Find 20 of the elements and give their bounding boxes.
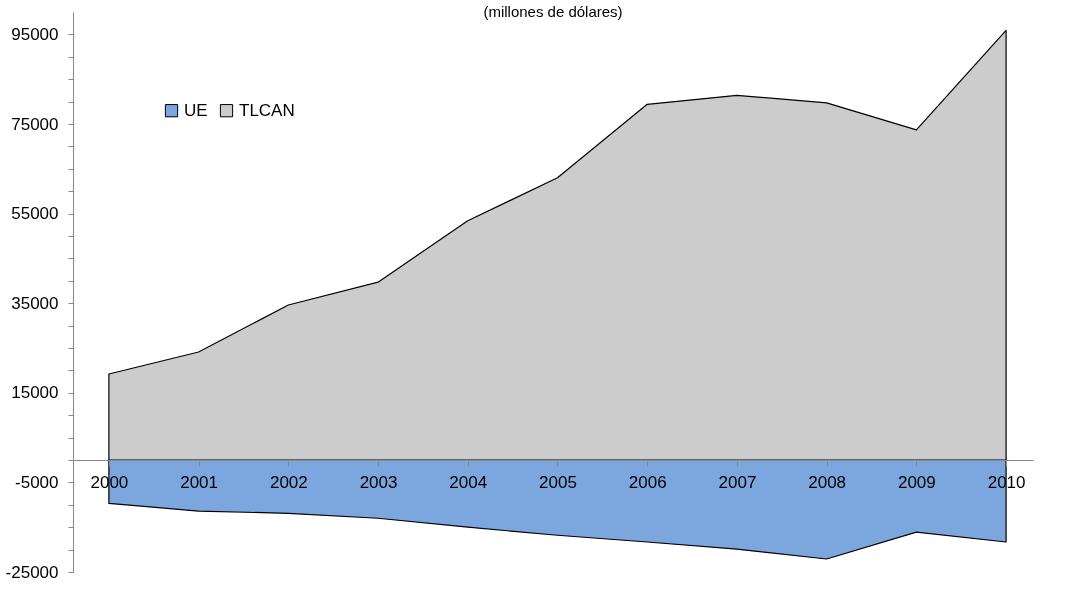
x-tick-label: 2010 bbox=[987, 472, 1026, 492]
y-tick-label: 95000 bbox=[11, 24, 59, 44]
legend-label: UE bbox=[184, 100, 208, 120]
y-tick-label: -5000 bbox=[15, 472, 59, 492]
legend-label: TLCAN bbox=[239, 100, 295, 120]
x-tick-label: 2006 bbox=[628, 472, 667, 492]
y-tick-label: -25000 bbox=[5, 562, 59, 582]
y-tick-label: 75000 bbox=[11, 114, 59, 134]
x-tick-label: 2007 bbox=[718, 472, 757, 492]
chart-title: (millones de dólares) bbox=[483, 3, 623, 20]
x-tick-label: 2003 bbox=[359, 472, 398, 492]
x-tick-label: 2002 bbox=[269, 472, 308, 492]
x-tick-label: 2001 bbox=[180, 472, 219, 492]
y-tick-label: 35000 bbox=[11, 293, 59, 313]
x-tick-label: 2004 bbox=[449, 472, 488, 492]
y-tick-label: 15000 bbox=[11, 383, 59, 403]
y-tick-label: 55000 bbox=[11, 204, 59, 224]
x-tick-label: 2009 bbox=[897, 472, 936, 492]
x-tick-label: 2008 bbox=[808, 472, 847, 492]
x-tick-label: 2005 bbox=[539, 472, 577, 492]
